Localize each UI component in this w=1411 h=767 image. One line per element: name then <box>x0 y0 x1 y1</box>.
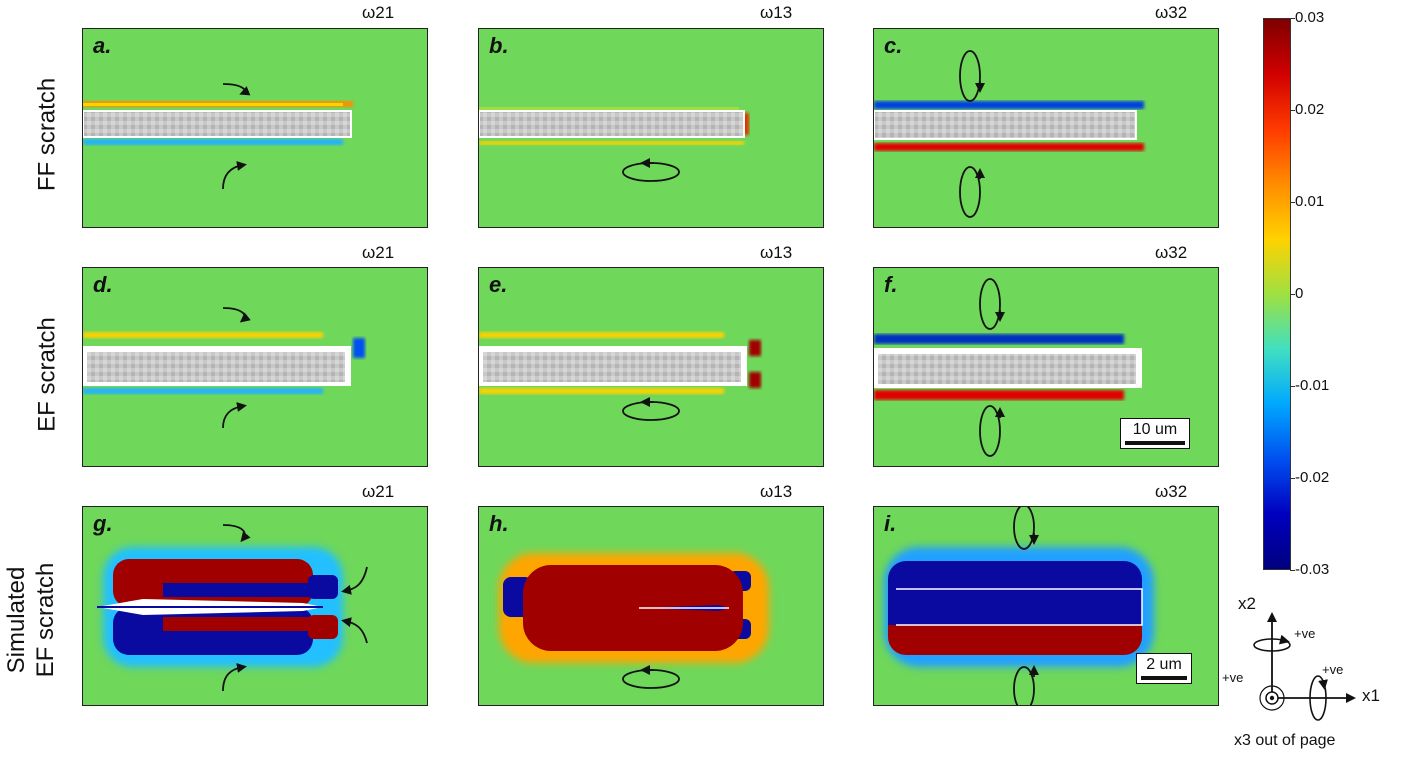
colorbar-tick-label: -0.02 <box>1295 469 1330 486</box>
panel-d: d. <box>82 267 428 467</box>
row-label-ef: EF scratch <box>33 317 61 432</box>
colorbar-tickmark <box>1290 18 1295 19</box>
panel-label-c: c. <box>884 33 903 58</box>
axis-label-x2: x2 <box>1238 594 1256 613</box>
panel-a: a. <box>82 28 428 228</box>
panel-label-e: e. <box>489 272 508 297</box>
panel-d-map <box>83 307 365 429</box>
coordinate-axes-diagram <box>1253 612 1356 721</box>
panel-h: h. <box>478 506 824 706</box>
colorbar-tickmark <box>1290 202 1295 203</box>
colorbar-tick-label: -0.01 <box>1295 377 1330 394</box>
panel-label-h: h. <box>489 511 509 536</box>
colorbar-tick-label: 0.01 <box>1295 193 1325 210</box>
positive-label-x3: +ve <box>1222 670 1244 685</box>
panel-b-map <box>479 107 749 182</box>
panel-c-map <box>874 50 1144 218</box>
omega-label-e: ω13 <box>760 243 793 262</box>
positive-label-x2: +ve <box>1294 626 1316 641</box>
colorbar-tickmark <box>1290 294 1295 295</box>
panel-a-map <box>83 83 353 190</box>
omega-label-d: ω21 <box>362 243 395 262</box>
scalebar-2um-label: 2 um <box>1146 656 1182 673</box>
colorbar-tick-label: 0.02 <box>1295 101 1325 118</box>
panel-g-map <box>97 524 368 692</box>
axis-note-x3: x3 out of page <box>1234 732 1336 749</box>
colorbar-tickmark <box>1290 478 1295 479</box>
panel-c: c. <box>873 28 1219 228</box>
panel-e: e. <box>478 267 824 467</box>
row-label-simulated-line1: Simulated <box>3 566 30 674</box>
scalebar-10um: 10 um <box>1120 418 1190 449</box>
colorbar <box>1263 18 1291 570</box>
row-label-simulated-line2: EF scratch <box>32 562 59 678</box>
panel-f: f. 10 um <box>873 267 1219 467</box>
axis-label-x1: x1 <box>1362 686 1380 705</box>
colorbar-tickmark <box>1290 570 1295 571</box>
panel-i-map <box>884 507 1154 705</box>
scalebar-10um-label: 10 um <box>1132 421 1178 438</box>
panel-label-a: a. <box>93 33 112 58</box>
panel-e-map <box>479 332 761 421</box>
panel-label-i: i. <box>884 511 897 536</box>
omega-label-i: ω32 <box>1155 482 1188 501</box>
colorbar-tick-label: -0.03 <box>1295 561 1330 578</box>
omega-label-h: ω13 <box>760 482 793 501</box>
panel-g: g. <box>82 506 428 706</box>
scalebar-2um: 2 um <box>1136 653 1192 684</box>
omega-label-a: ω21 <box>362 3 395 22</box>
colorbar-tick-label: 0.03 <box>1295 9 1325 26</box>
panel-i: i. 2 um <box>873 506 1219 706</box>
colorbar-tickmark <box>1290 110 1295 111</box>
row-label-ff: FF scratch <box>33 77 61 192</box>
omega-label-g: ω21 <box>362 482 395 501</box>
panel-label-f: f. <box>884 272 898 297</box>
panel-b: b. <box>478 28 824 228</box>
omega-label-f: ω32 <box>1155 243 1188 262</box>
panel-label-d: d. <box>93 272 113 297</box>
panel-label-b: b. <box>489 33 509 58</box>
omega-label-c: ω32 <box>1155 3 1188 22</box>
panel-h-map <box>499 553 769 689</box>
panel-label-g: g. <box>93 511 113 536</box>
scalebar-2um-bar <box>1141 676 1187 680</box>
positive-label-x1: +ve <box>1322 662 1344 677</box>
colorbar-tickmark <box>1290 386 1295 387</box>
row-label-simulated: Simulated EF scratch <box>2 530 62 710</box>
panel-f-map <box>874 278 1142 457</box>
colorbar-tick-label: 0 <box>1295 285 1304 302</box>
scalebar-10um-bar <box>1125 441 1185 445</box>
coordinate-axes-legend: x2 x1 +ve +ve +ve x3 out of page <box>1220 590 1411 762</box>
omega-label-b: ω13 <box>760 3 793 22</box>
